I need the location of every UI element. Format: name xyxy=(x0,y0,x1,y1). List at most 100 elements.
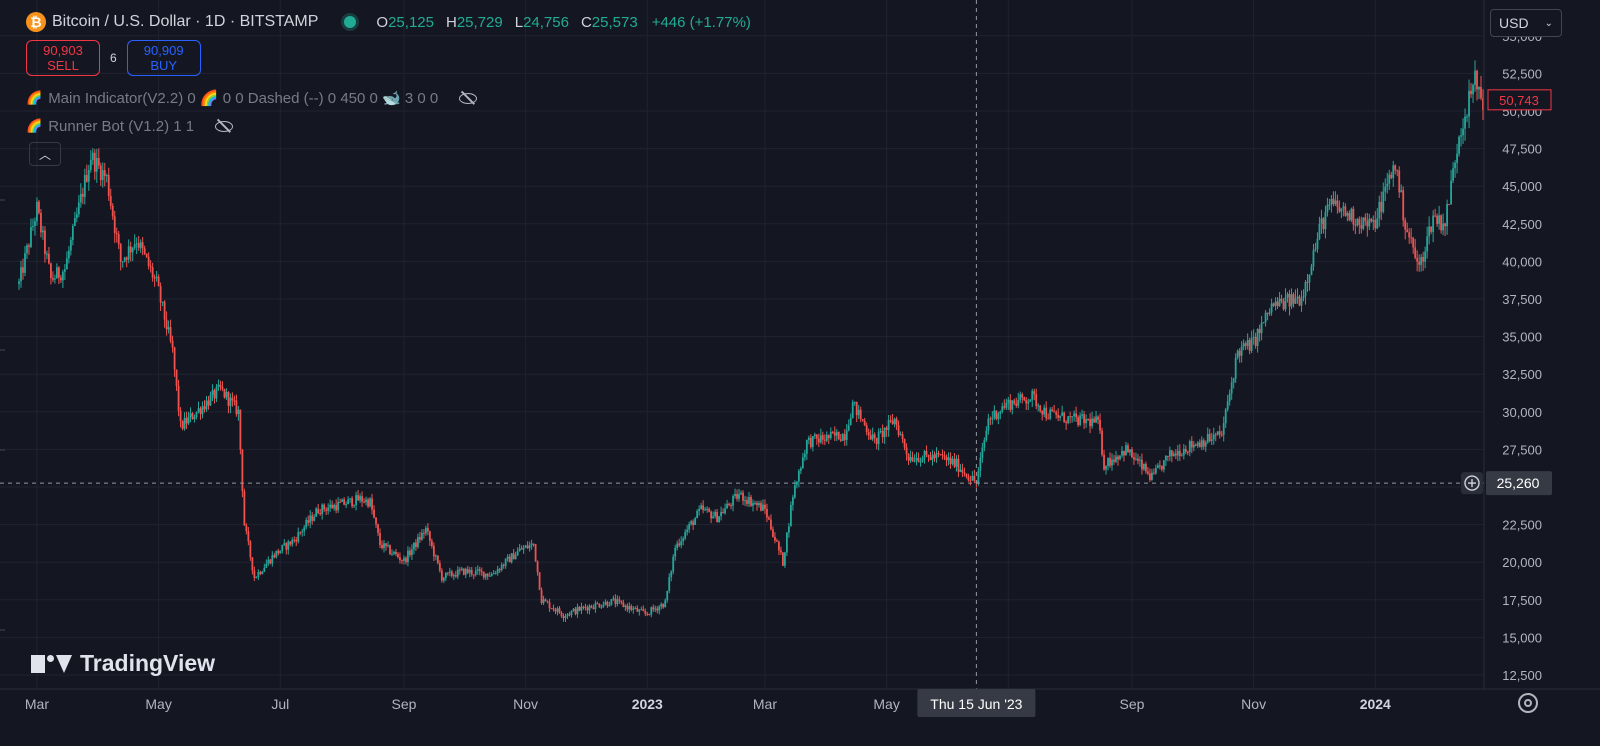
candle-body xyxy=(1276,301,1279,307)
candle-body xyxy=(1454,162,1456,169)
candle-body xyxy=(582,606,585,608)
candle-body xyxy=(393,551,395,554)
candle-body xyxy=(883,427,886,438)
candle-body xyxy=(953,458,956,467)
candle-body xyxy=(600,606,603,608)
sell-label: SELL xyxy=(47,58,79,73)
candle-body xyxy=(1226,401,1229,410)
candle-body xyxy=(403,557,405,561)
candle-body xyxy=(24,253,26,273)
candle-body xyxy=(1079,415,1082,425)
candle-body xyxy=(1330,198,1333,205)
candle-body xyxy=(283,543,286,546)
candle-body xyxy=(341,499,344,503)
candle-body xyxy=(750,497,752,506)
candle-body xyxy=(159,286,162,303)
candle-body xyxy=(379,533,381,545)
candle-body xyxy=(371,498,373,510)
candle-body xyxy=(351,498,353,507)
sell-button[interactable]: 90,903 SELL xyxy=(26,40,100,76)
candle-body xyxy=(993,410,996,418)
collapse-indicators-button[interactable]: ︿ xyxy=(29,142,61,166)
candle-body xyxy=(263,567,266,572)
candle-body xyxy=(430,540,433,546)
crosshair-date-box xyxy=(917,689,1036,717)
candle-body xyxy=(562,616,565,619)
candle-body xyxy=(279,550,282,554)
candle-body xyxy=(630,606,633,610)
candle-body xyxy=(395,551,397,555)
candle-body xyxy=(925,451,928,455)
candle-body xyxy=(941,454,944,456)
candle-body xyxy=(819,435,822,443)
candle-body xyxy=(867,431,870,436)
candle-body xyxy=(841,434,844,441)
candle-body xyxy=(1121,450,1123,456)
candle-body xyxy=(1444,223,1447,227)
candle-body xyxy=(217,384,220,388)
rainbow-icon: 🌈 xyxy=(26,90,43,105)
currency-select[interactable]: USD ⌄ xyxy=(1490,9,1562,37)
candle-body xyxy=(957,458,960,472)
candle-body xyxy=(113,216,116,233)
gear-icon[interactable] xyxy=(1518,693,1538,713)
candle-body xyxy=(1348,213,1351,221)
candle-body xyxy=(1021,394,1024,398)
candle-body xyxy=(1156,465,1159,469)
candle-body xyxy=(426,527,429,532)
x-tick-label: Mar xyxy=(753,696,777,712)
buy-button[interactable]: 90,909 BUY xyxy=(126,40,201,76)
candle-body xyxy=(678,543,681,546)
candle-body xyxy=(355,495,357,506)
ohlc-values: O25,125 H25,729 L24,756 C25,573 +446 (+1… xyxy=(376,14,751,31)
indicator-main[interactable]: 🌈 Main Indicator(V2.2) 0 🌈 0 0 Dashed (-… xyxy=(26,88,478,108)
candle-body xyxy=(161,301,164,303)
eye-off-icon[interactable] xyxy=(214,118,234,134)
candle-body xyxy=(337,501,340,511)
y-tick-label: 20,000 xyxy=(1502,555,1542,570)
candle-body xyxy=(1436,215,1439,224)
candle-body xyxy=(472,574,475,576)
candle-body xyxy=(770,519,772,530)
candle-body xyxy=(638,609,641,612)
symbol-header: ₿ Bitcoin / U.S. Dollar · 1D · BITSTAMP … xyxy=(26,10,751,34)
candle-body xyxy=(480,571,483,573)
candle-body xyxy=(913,460,916,462)
plus-circle-icon[interactable] xyxy=(1461,472,1483,495)
candle-body xyxy=(608,605,611,607)
x-tick-label: May xyxy=(145,696,171,712)
candle-body xyxy=(578,606,581,611)
candle-body xyxy=(87,169,90,182)
candle-body xyxy=(805,440,808,454)
candle-body xyxy=(1248,340,1251,351)
candle-body xyxy=(321,504,324,515)
candle-body xyxy=(666,590,669,601)
candle-body xyxy=(1260,322,1263,334)
symbol-title[interactable]: Bitcoin / U.S. Dollar · 1D · BITSTAMP xyxy=(52,13,319,30)
candle-body xyxy=(233,400,236,402)
candle-body xyxy=(1310,266,1313,275)
candle-body xyxy=(1282,301,1285,310)
candle-body xyxy=(462,568,465,575)
candle-body xyxy=(951,458,954,464)
price-axis-bg[interactable] xyxy=(1484,0,1600,741)
candles xyxy=(18,60,1484,623)
market-status-icon[interactable] xyxy=(344,16,357,28)
candle-body xyxy=(203,406,206,410)
candle-body xyxy=(977,470,980,484)
candle-body xyxy=(803,453,806,458)
candle-body xyxy=(1139,459,1141,461)
candle-body xyxy=(1468,90,1470,117)
candle-body xyxy=(73,218,76,226)
candle-body xyxy=(293,539,296,541)
candle-body xyxy=(271,555,274,564)
candle-body xyxy=(560,612,563,617)
indicator-runner[interactable]: 🌈 Runner Bot (V1.2) 1 1 xyxy=(26,116,234,136)
candle-body xyxy=(345,504,348,506)
candle-body xyxy=(736,493,738,499)
candle-body xyxy=(187,416,190,424)
candle-body xyxy=(1286,293,1289,298)
eye-off-icon[interactable] xyxy=(458,90,478,106)
